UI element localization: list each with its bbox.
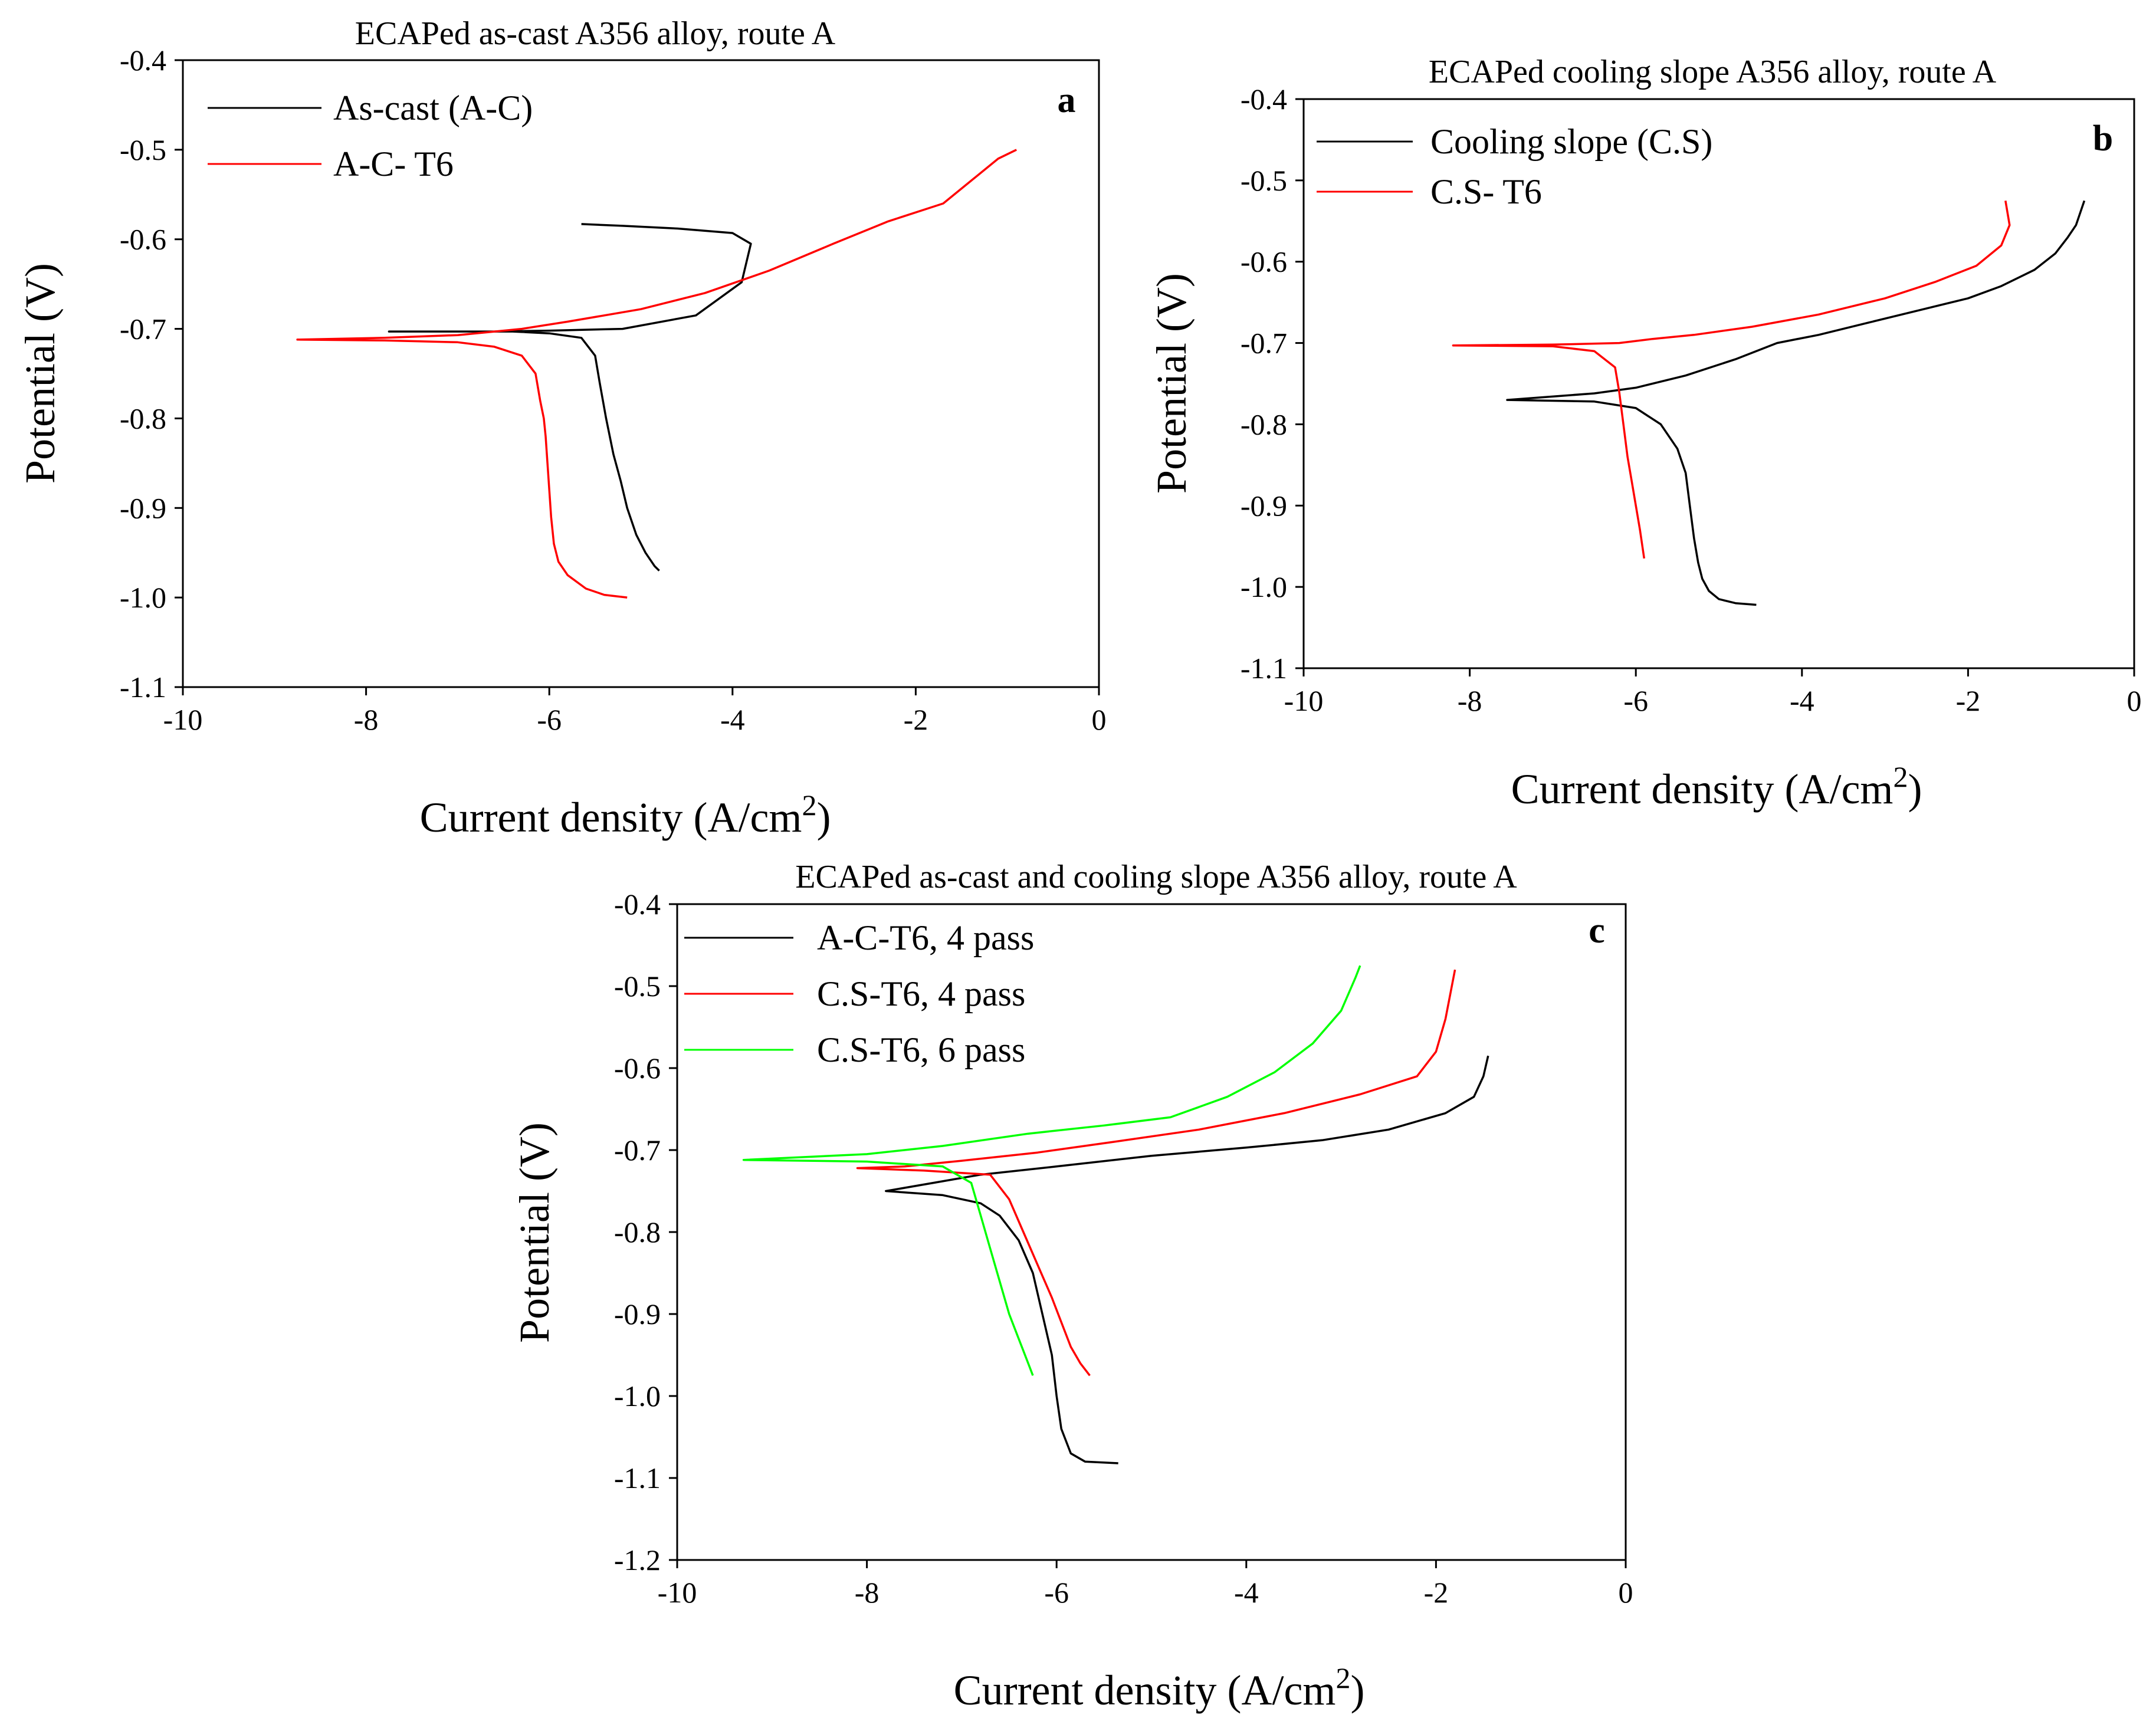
x-tick-label: -6 [537, 703, 562, 736]
panel-a-y-axis-label: Potential (V) [17, 263, 64, 484]
y-tick-label: -0.5 [1241, 164, 1287, 197]
y-tick-label: -0.9 [1241, 489, 1287, 522]
x-axis-label-superscript: 2 [1893, 760, 1908, 793]
x-axis-label-superscript: 2 [802, 789, 816, 822]
y-tick-label: -1.0 [120, 581, 166, 614]
y-tick-label: -0.8 [1241, 408, 1287, 441]
y-tick-label: -1.1 [1241, 652, 1287, 685]
x-tick-label: -10 [1284, 684, 1324, 717]
series-line-cooling-slope-c-s- [1506, 200, 2086, 606]
panel-c-title: ECAPed as-cast and cooling slope A356 al… [795, 859, 1517, 895]
x-tick-label: -4 [1790, 684, 1814, 717]
y-tick-label: -1.2 [614, 1543, 661, 1576]
panel-c-ticks: -10 -8 -6 -4 -2 0 -1.2 -1.1 -1.0 -0.9 -0.8 -0.7 -0.6… [614, 888, 1633, 1609]
series-line-c-s-t6-4-pass [856, 969, 1456, 1377]
y-tick-label: -0.4 [120, 44, 166, 77]
y-tick-label: -0.6 [1241, 245, 1287, 278]
x-axis-label-close: ) [816, 794, 831, 841]
x-tick-label: -2 [904, 703, 928, 736]
y-tick-label: -0.6 [614, 1052, 661, 1085]
series-line-c-s-t6 [1452, 201, 2011, 559]
panel-b-ticks: -10 -8 -6 -4 -2 0 -1.1 -1.0 -0.9 -0.8 -0.7 -0.6 -0.5… [1241, 83, 2142, 717]
y-tick-label: -0.4 [1241, 83, 1287, 116]
panel-a: ECAPed as-cast A356 alloy, route A -10 -8… [17, 15, 1107, 841]
legend-label-cs-t6-6pass: C.S-T6, 6 pass [817, 1030, 1025, 1069]
x-tick-label: -4 [1234, 1576, 1259, 1609]
y-tick-label: -1.0 [614, 1379, 661, 1413]
y-tick-label: -0.9 [120, 491, 166, 524]
x-tick-label: -8 [354, 703, 379, 736]
panel-c-x-axis-label: Current density (A/cm2) [954, 1661, 1365, 1714]
panel-c-letter: c [1589, 911, 1605, 951]
x-tick-label: 0 [1092, 703, 1107, 736]
x-tick-label: -10 [163, 703, 203, 736]
x-axis-label-superscript: 2 [1335, 1661, 1350, 1694]
panel-a-ticks: -10 -8 -6 -4 -2 0 -1.1 -1.0 -0.9 -0.8 -0.7 -0.6 -0.5… [120, 44, 1107, 736]
panel-a-x-axis-label: Current density (A/cm2) [420, 789, 831, 841]
panel-b-x-axis-label: Current density (A/cm2) [1511, 760, 1922, 813]
panel-c: ECAPed as-cast and cooling slope A356 al… [511, 859, 1633, 1714]
y-tick-label: -1.1 [120, 671, 166, 704]
panel-a-legend: As-cast (A-C) A-C- T6 [208, 88, 533, 183]
x-tick-label: -6 [1044, 1576, 1069, 1609]
x-tick-label: -4 [720, 703, 745, 736]
x-axis-label-main: Current density (A/cm [954, 1667, 1336, 1714]
legend-label-cs-t6: C.S- T6 [1430, 172, 1542, 211]
x-tick-label: -10 [658, 1576, 697, 1609]
x-axis-label-close: ) [1350, 1667, 1364, 1714]
x-tick-label: -2 [1424, 1576, 1449, 1609]
y-tick-label: -0.8 [614, 1216, 661, 1249]
series-line-c-s-t6-6-pass [742, 965, 1361, 1376]
panel-b: ECAPed cooling slope A356 alloy, route A… [1148, 54, 2142, 813]
y-tick-label: -0.5 [120, 133, 166, 166]
y-tick-label: -0.7 [1241, 327, 1287, 360]
x-tick-label: -6 [1623, 684, 1648, 717]
panel-c-series [742, 965, 1489, 1464]
x-tick-label: -2 [1956, 684, 1981, 717]
panel-c-y-axis-label: Potential (V) [511, 1122, 558, 1343]
panel-a-letter: a [1058, 80, 1076, 120]
legend-label-cs-t6-4pass: C.S-T6, 4 pass [817, 974, 1025, 1013]
y-tick-label: -1.1 [614, 1461, 661, 1494]
x-axis-label-main: Current density (A/cm [420, 794, 802, 841]
y-tick-label: -0.7 [120, 313, 166, 346]
panel-b-y-axis-label: Potential (V) [1148, 273, 1195, 494]
y-tick-label: -0.8 [120, 402, 166, 435]
y-tick-label: -0.6 [120, 223, 166, 256]
legend-label-cooling-slope: Cooling slope (C.S) [1430, 122, 1712, 161]
x-tick-label: 0 [1619, 1576, 1633, 1609]
y-tick-label: -0.5 [614, 970, 661, 1003]
x-tick-label: -8 [1458, 684, 1482, 717]
x-tick-label: -8 [855, 1576, 880, 1609]
panel-b-series [1452, 200, 2086, 606]
x-tick-label: 0 [2127, 684, 2142, 717]
panel-c-legend: A-C-T6, 4 pass C.S-T6, 4 pass C.S-T6, 6 … [684, 918, 1034, 1069]
panel-b-legend: Cooling slope (C.S) C.S- T6 [1317, 122, 1712, 211]
series-line-a-c-t6 [296, 149, 1017, 599]
legend-label-ac-t6: A-C- T6 [333, 144, 454, 183]
panel-b-plot-frame [1302, 98, 2135, 669]
panel-b-title: ECAPed cooling slope A356 alloy, route A [1429, 54, 1997, 90]
panel-a-plot-frame [182, 59, 1100, 688]
y-tick-label: -1.0 [1241, 570, 1287, 603]
series-line-as-cast-a-c- [388, 223, 752, 571]
y-tick-label: -0.9 [614, 1298, 661, 1331]
y-tick-label: -0.7 [614, 1134, 661, 1167]
legend-label-ac-t6-4pass: A-C-T6, 4 pass [817, 918, 1034, 957]
y-tick-label: -0.4 [614, 888, 661, 921]
panel-a-series [296, 149, 1017, 599]
x-axis-label-close: ) [1908, 766, 1922, 813]
series-line-a-c-t6-4-pass [885, 1055, 1489, 1464]
panel-b-letter: b [2093, 119, 2113, 159]
x-axis-label-main: Current density (A/cm [1511, 766, 1894, 813]
legend-label-as-cast: As-cast (A-C) [333, 88, 533, 127]
panel-a-title: ECAPed as-cast A356 alloy, route A [355, 15, 836, 52]
